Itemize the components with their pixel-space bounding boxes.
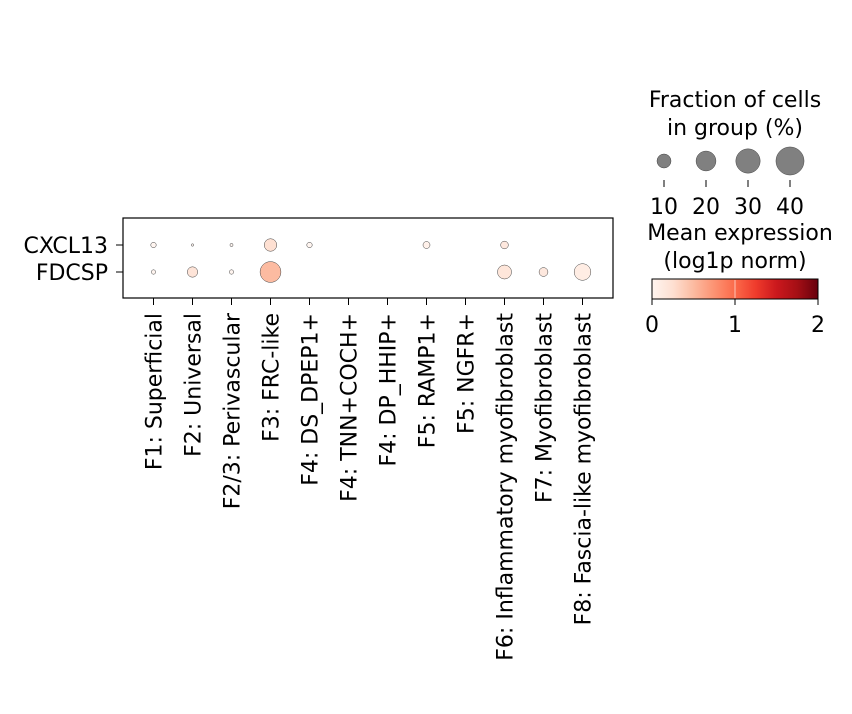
size-legend-dot <box>656 153 672 169</box>
size-legend-title-line2: in group (%) <box>667 116 803 141</box>
size-legend-label: 10 <box>650 195 678 220</box>
color-legend-title-line1: Mean expression <box>647 221 833 246</box>
xtick-label: F5: RAMP1+ <box>416 313 441 448</box>
xtick-label: F5: NGFR+ <box>455 313 480 434</box>
size-legend-label: 20 <box>692 195 720 220</box>
plot-frame <box>122 217 614 299</box>
size-legend-dot <box>775 146 805 176</box>
size-legend-label: 30 <box>734 195 762 220</box>
colorbar-tick-label: 1 <box>728 313 742 338</box>
size-legend-title-line1: Fraction of cells <box>649 88 821 113</box>
size-legend-items: 10 20 30 40 <box>650 146 805 220</box>
colorbar-ticks: 0 1 2 <box>645 280 825 338</box>
size-legend-dot <box>695 150 717 172</box>
ytick-label: FDCSP <box>36 261 108 286</box>
colorbar-tick-label: 2 <box>811 313 825 338</box>
dots <box>150 238 592 283</box>
dot <box>573 263 592 281</box>
size-legend-dot <box>735 148 761 174</box>
colorbar-tick-label: 0 <box>645 313 659 338</box>
dot <box>259 261 282 283</box>
color-legend: Mean expression (log1p norm) 0 1 2 <box>645 221 833 338</box>
dot <box>187 266 198 278</box>
xtick-label: F3: FRC-like <box>260 313 285 442</box>
dot <box>191 243 194 247</box>
xtick-label: F6: Inflammatory myofibroblast <box>494 313 519 661</box>
xtick-label: F2: Universal <box>182 313 207 457</box>
xtick-label: F8: Fascia-like myofibroblast <box>572 313 597 626</box>
xtick-label: F7: Myofibroblast <box>533 313 558 503</box>
dot <box>151 269 156 275</box>
dot <box>497 264 512 280</box>
size-legend-label: 40 <box>776 195 804 220</box>
dot <box>263 238 278 252</box>
dot <box>229 243 234 247</box>
dot <box>500 240 509 250</box>
dot <box>538 267 549 277</box>
dot <box>306 242 313 248</box>
dot <box>229 269 234 275</box>
dot <box>422 241 431 249</box>
dot <box>150 242 157 248</box>
xtick-label: F4: TNN+COCH+ <box>338 313 363 502</box>
xtick-label: F4: DS_DPEP1+ <box>299 313 324 486</box>
color-legend-title-line2: (log1p norm) <box>663 249 806 274</box>
xtick-label: F2/3: Perivascular <box>221 312 246 509</box>
size-legend: Fraction of cells in group (%) 10 20 30 40 <box>649 88 821 220</box>
xtick-label: F4: DP_HHIP+ <box>377 313 402 467</box>
group-axis: F1: Superficial F2: Universal F2/3: Periva… <box>143 298 597 661</box>
ytick-label: CXCL13 <box>24 234 108 259</box>
xtick-label: F1: Superficial <box>143 313 168 470</box>
